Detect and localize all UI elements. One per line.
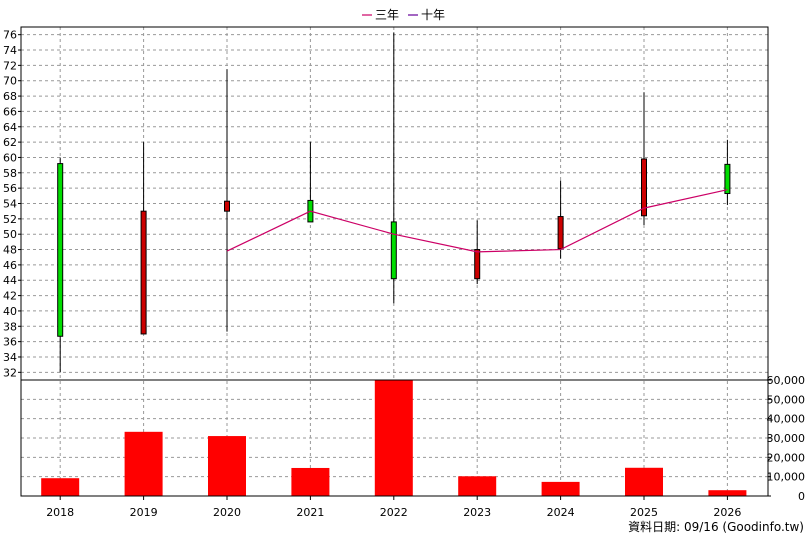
price-tick-label: 62 — [3, 136, 17, 149]
price-tick-label: 34 — [3, 351, 17, 364]
legend-label-ten-year: 十年 — [421, 8, 445, 22]
price-tick-label: 46 — [3, 259, 17, 272]
volume-bar — [458, 476, 497, 496]
x-tick-label: 2022 — [380, 506, 408, 519]
volume-tick-label: 30,000 — [767, 432, 806, 445]
volume-bar — [208, 436, 246, 496]
volume-bar — [708, 490, 747, 496]
volume-tick-label: 20,000 — [767, 451, 806, 464]
plot-frame — [20, 26, 769, 497]
candle-layer — [57, 32, 731, 373]
volume-tick-label: 0 — [798, 490, 805, 503]
axis-layer: 32 34 36 38 40 42 44 46 48 50 52 54 56 58 60 62 64 66 68 70… — [3, 29, 805, 519]
volume-tick-label: 10,000 — [767, 471, 806, 484]
volume-bar — [124, 431, 163, 496]
volume-bar — [41, 478, 80, 496]
volume-bar — [291, 467, 330, 496]
price-tick-label: 40 — [3, 305, 17, 318]
candle-body — [641, 158, 647, 217]
volume-bar — [374, 380, 413, 496]
x-tick-label: 2020 — [213, 506, 241, 519]
price-tick-label: 36 — [3, 336, 17, 349]
x-tick-label: 2019 — [130, 506, 158, 519]
x-tick-label: 2024 — [547, 506, 575, 519]
x-tick-label: 2026 — [713, 506, 741, 519]
price-tick-label: 32 — [3, 366, 17, 379]
legend: 三年 十年 — [362, 8, 445, 22]
price-tick-label: 50 — [3, 228, 17, 241]
candle-body — [390, 221, 397, 280]
price-tick-label: 60 — [3, 151, 17, 164]
candle-body — [140, 210, 147, 335]
volume-bar — [625, 467, 663, 496]
candle-body — [224, 200, 230, 212]
price-tick-label: 64 — [3, 121, 17, 134]
price-tick-label: 70 — [3, 75, 17, 88]
volume-layer — [41, 380, 747, 496]
price-tick-label: 72 — [3, 59, 17, 72]
x-tick-label: 2018 — [46, 506, 74, 519]
line-layer — [226, 189, 728, 253]
price-tick-label: 66 — [3, 105, 17, 118]
price-tick-label: 74 — [3, 44, 17, 57]
candle-body — [57, 163, 64, 337]
legend-label-three-year: 三年 — [375, 8, 399, 22]
frame-layer — [20, 26, 769, 497]
x-tick-label: 2025 — [630, 506, 658, 519]
x-tick-label: 2021 — [296, 506, 324, 519]
volume-tick-label: 50,000 — [767, 393, 806, 406]
price-tick-label: 44 — [3, 274, 17, 287]
candle-body — [557, 216, 564, 250]
price-tick-label: 52 — [3, 213, 17, 226]
data-date-credit: 資料日期: 09/16 (Goodinfo.tw) — [628, 520, 804, 534]
price-tick-label: 42 — [3, 290, 17, 303]
candle-body — [724, 163, 731, 195]
volume-tick-label: 40,000 — [767, 413, 806, 426]
price-tick-label: 48 — [3, 244, 17, 257]
volume-tick-label: 60,000 — [767, 374, 806, 387]
price-tick-label: 38 — [3, 320, 17, 333]
price-tick-label: 76 — [3, 29, 17, 42]
volume-bar — [541, 481, 580, 496]
candle-body — [474, 249, 481, 280]
price-tick-label: 58 — [3, 167, 17, 180]
price-tick-label: 54 — [3, 198, 17, 211]
price-tick-label: 68 — [3, 90, 17, 103]
x-tick-label: 2023 — [463, 506, 491, 519]
three-year-line — [226, 189, 728, 253]
price-tick-label: 56 — [3, 182, 17, 195]
